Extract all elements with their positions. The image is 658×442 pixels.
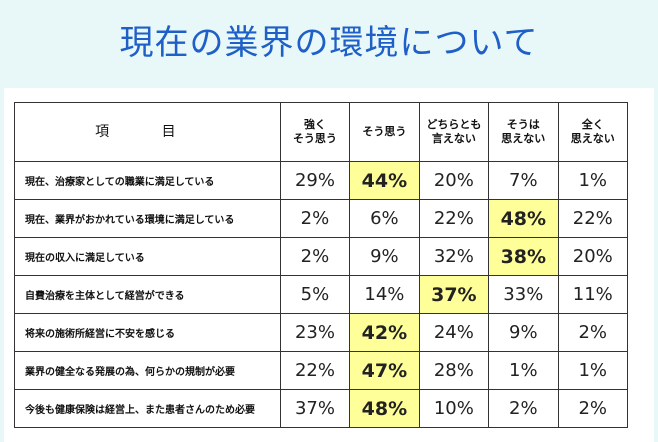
page-title: 現在の業界の環境について [119, 23, 539, 63]
table-row: 現在の収入に満足している 2% 9% 32% 38% 20% [14, 237, 629, 276]
row-label: 現在、業界がおかれている環境に満足している [14, 199, 281, 238]
value-cell: 20% [557, 237, 629, 276]
value-cell: 37% [279, 389, 351, 428]
table-row: 現在、業界がおかれている環境に満足している 2% 6% 22% 48% 22% [14, 199, 629, 238]
value-cell: 33% [488, 275, 559, 314]
row-label: 今後も健康保険は経営上、また患者さんのため必要 [14, 389, 281, 428]
highlighted-value-cell: 48% [488, 199, 559, 238]
highlighted-value-cell: 48% [349, 389, 420, 428]
value-cell: 2% [279, 237, 351, 276]
survey-panel: 項 目 強く そう思う そう思う どちらとも 言えない そうは 思えない 全く [4, 88, 654, 442]
column-header-strongly-disagree: 全く 思えない [557, 102, 629, 162]
value-cell: 2% [279, 199, 351, 238]
value-cell: 9% [349, 237, 420, 276]
value-cell: 9% [488, 313, 559, 352]
table-row: 将来の施術所経営に不安を感じる 23% 42% 24% 9% 2% [14, 313, 629, 352]
value-cell: 2% [557, 389, 629, 428]
value-cell: 22% [418, 199, 490, 238]
value-cell: 1% [557, 351, 629, 390]
value-cell: 2% [557, 313, 629, 352]
value-cell: 32% [418, 237, 490, 276]
column-header-strongly-agree: 強く そう思う [279, 102, 351, 162]
item-column-header: 項 目 [14, 102, 281, 162]
survey-table: 項 目 強く そう思う そう思う どちらとも 言えない そうは 思えない 全く [14, 102, 629, 428]
highlighted-value-cell: 42% [349, 313, 420, 352]
value-cell: 22% [279, 351, 351, 390]
value-cell: 5% [279, 275, 351, 314]
table-row: 現在、治療家としての職業に満足している 29% 44% 20% 7% 1% [14, 161, 629, 200]
value-cell: 20% [418, 161, 490, 200]
value-cell: 14% [349, 275, 420, 314]
value-cell: 10% [418, 389, 490, 428]
highlighted-value-cell: 47% [349, 351, 420, 390]
value-cell: 23% [279, 313, 351, 352]
value-cell: 6% [349, 199, 420, 238]
column-header-disagree: そうは 思えない [488, 102, 559, 162]
value-cell: 2% [488, 389, 559, 428]
column-header-agree: そう思う [349, 102, 420, 162]
value-cell: 1% [557, 161, 629, 200]
highlighted-value-cell: 37% [418, 275, 490, 314]
column-header-neutral: どちらとも 言えない [418, 102, 490, 162]
value-cell: 24% [418, 313, 490, 352]
row-label: 将来の施術所経営に不安を感じる [14, 313, 281, 352]
row-label: 自費治療を主体として経営ができる [14, 275, 281, 314]
table-row: 自費治療を主体として経営ができる 5% 14% 37% 33% 11% [14, 275, 629, 314]
value-cell: 29% [279, 161, 351, 200]
value-cell: 7% [488, 161, 559, 200]
table-row: 業界の健全なる発展の為、何らかの規制が必要 22% 47% 28% 1% 1% [14, 351, 629, 390]
table-row: 今後も健康保険は経営上、また患者さんのため必要 37% 48% 10% 2% 2% [14, 389, 629, 428]
table-header-row: 項 目 強く そう思う そう思う どちらとも 言えない そうは 思えない 全く [14, 102, 629, 162]
value-cell: 22% [557, 199, 629, 238]
row-label: 現在、治療家としての職業に満足している [14, 161, 281, 200]
value-cell: 28% [418, 351, 490, 390]
highlighted-value-cell: 38% [488, 237, 559, 276]
row-label: 現在の収入に満足している [14, 237, 281, 276]
highlighted-value-cell: 44% [349, 161, 420, 200]
value-cell: 1% [488, 351, 559, 390]
value-cell: 11% [557, 275, 629, 314]
row-label: 業界の健全なる発展の為、何らかの規制が必要 [14, 351, 281, 390]
